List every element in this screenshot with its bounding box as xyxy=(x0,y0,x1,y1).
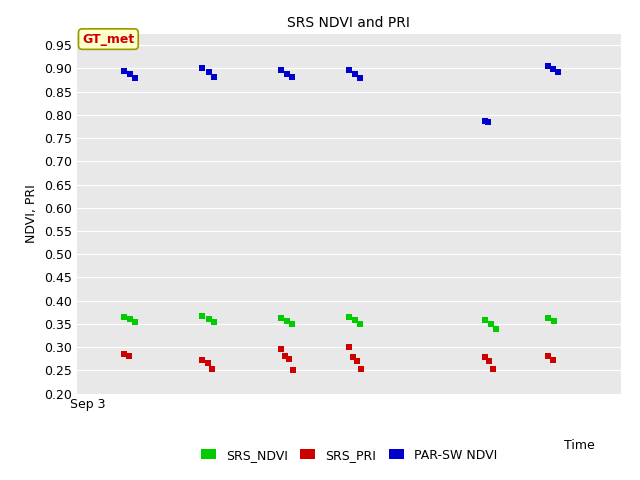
Point xyxy=(355,320,365,328)
Point xyxy=(553,68,563,75)
Point xyxy=(344,66,354,74)
Point xyxy=(486,320,496,328)
Point xyxy=(276,345,286,352)
Point xyxy=(204,315,214,323)
Text: Time: Time xyxy=(564,439,595,452)
Point xyxy=(119,67,129,74)
Point xyxy=(356,366,367,373)
Point xyxy=(276,314,286,322)
Point xyxy=(344,313,354,321)
Point xyxy=(207,366,217,373)
Point xyxy=(197,312,207,320)
Point xyxy=(119,313,129,321)
Title: SRS NDVI and PRI: SRS NDVI and PRI xyxy=(287,16,410,30)
Point xyxy=(197,356,207,363)
Point xyxy=(125,70,135,78)
Point xyxy=(543,314,553,322)
Point xyxy=(202,360,212,367)
Point xyxy=(480,117,490,125)
Point xyxy=(350,316,360,324)
Point xyxy=(548,317,559,324)
Point xyxy=(352,357,362,365)
Point xyxy=(348,354,358,361)
Legend: SRS_NDVI, SRS_PRI, PAR-SW NDVI: SRS_NDVI, SRS_PRI, PAR-SW NDVI xyxy=(196,444,502,467)
Point xyxy=(480,354,490,361)
Y-axis label: NDVI, PRI: NDVI, PRI xyxy=(26,184,38,243)
Point xyxy=(282,317,292,324)
Point xyxy=(488,366,499,373)
Point xyxy=(484,357,494,364)
Point xyxy=(355,74,365,82)
Point xyxy=(131,318,141,325)
Point xyxy=(491,325,501,333)
Point xyxy=(124,352,134,360)
Point xyxy=(209,73,219,81)
Point xyxy=(287,320,298,328)
Text: GT_met: GT_met xyxy=(82,33,134,46)
Point xyxy=(480,316,490,324)
Point xyxy=(276,66,286,74)
Point xyxy=(119,350,129,358)
Point xyxy=(282,70,292,78)
Point xyxy=(204,68,214,76)
Point xyxy=(543,62,553,70)
Point xyxy=(287,73,298,81)
Point xyxy=(350,70,360,78)
Point xyxy=(209,318,219,326)
Point xyxy=(280,353,290,360)
Point xyxy=(548,356,558,364)
Point xyxy=(483,118,493,126)
Point xyxy=(548,65,558,73)
Point xyxy=(131,74,141,82)
Point xyxy=(125,315,135,323)
Point xyxy=(284,355,294,362)
Point xyxy=(344,343,354,351)
Point xyxy=(543,353,553,360)
Point xyxy=(288,367,298,374)
Point xyxy=(197,65,207,72)
